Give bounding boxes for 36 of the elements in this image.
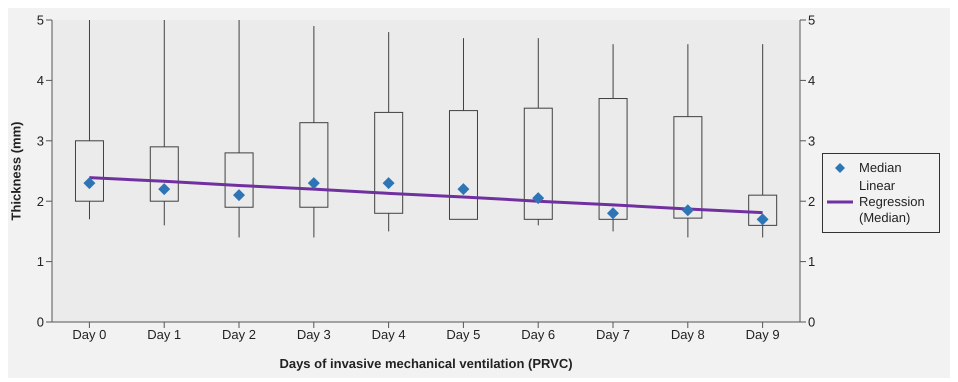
y2-tick-label: 4: [808, 73, 816, 88]
y2-tick-label: 5: [808, 12, 816, 28]
point: [682, 204, 694, 216]
x-tick-label: Day 2: [222, 327, 256, 342]
y-tick-label: 2: [36, 194, 44, 209]
legend-label: Median: [858, 160, 902, 176]
x-tick-label: Day 0: [72, 327, 106, 342]
y-tick-label: 1: [36, 254, 44, 270]
x-tick-label: Day 5: [446, 327, 480, 342]
x-tick-label: Day 3: [296, 327, 331, 342]
x-tick-label: Day 1: [147, 327, 182, 342]
y2-tick-label: 1: [808, 254, 816, 270]
x-axis-title: Days of invasive mechanical ventilation (PRVC): [279, 356, 573, 371]
x-tick-label: Day 4: [372, 327, 406, 342]
point: [382, 177, 395, 190]
y2-tick-label: 0: [808, 314, 816, 330]
y-tick-label: 0: [36, 314, 44, 330]
legend-label: Linear Regression (Median): [858, 178, 926, 226]
y-tick-label: 3: [36, 133, 44, 148]
point: [457, 183, 470, 196]
x-tick-label: Day 8: [670, 327, 705, 342]
y-tick-label: 4: [36, 73, 44, 88]
y2-tick-label: 3: [808, 133, 816, 148]
y-axis-title: Thickness (mm): [8, 122, 24, 220]
point: [158, 183, 170, 196]
point: [308, 177, 320, 190]
y2-tick-label: 2: [808, 194, 816, 209]
x-tick-label: Day 7: [596, 327, 630, 342]
x-tick-label: Day 6: [521, 327, 556, 342]
point: [756, 213, 769, 226]
point: [83, 177, 96, 190]
point: [233, 189, 245, 202]
x-tick-label: Day 9: [746, 327, 780, 342]
point: [532, 192, 544, 204]
y-tick-label: 5: [36, 12, 44, 28]
point: [607, 207, 619, 220]
